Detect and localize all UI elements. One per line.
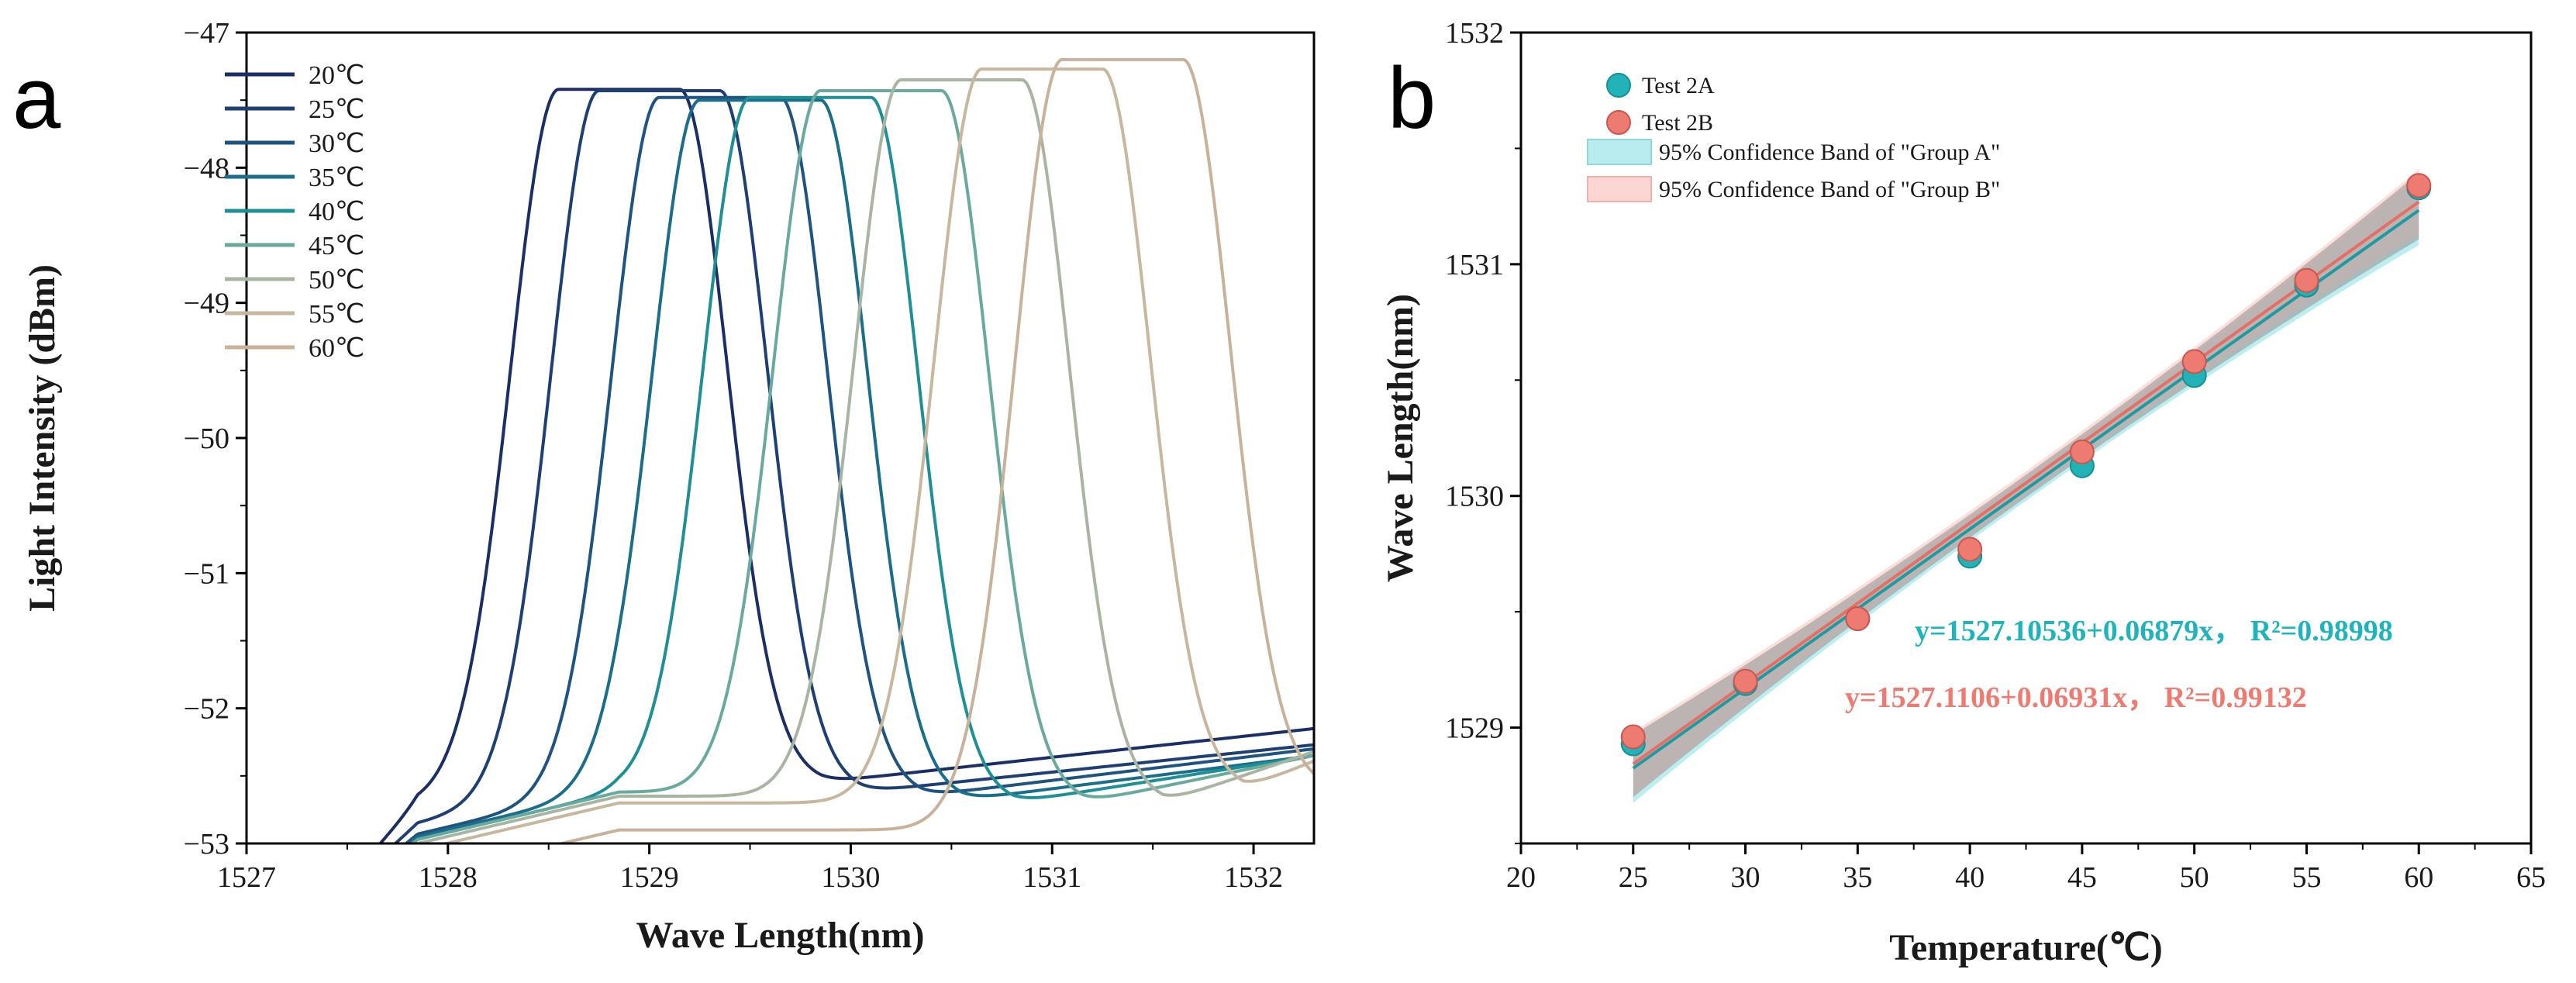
y-tick-label: −50 (184, 423, 229, 455)
x-tick-label: 55 (2292, 861, 2321, 894)
spectrum-curve-55c (440, 67, 1314, 843)
y-tick-label: −52 (184, 693, 229, 726)
panel-b-points (1620, 173, 2432, 757)
panel-a-curves (378, 57, 1314, 843)
legend-label: 50℃ (309, 266, 364, 295)
legend-label: 55℃ (309, 300, 364, 329)
y-tick-label: −49 (184, 288, 229, 320)
point-test-2b (2069, 439, 2095, 464)
x-tick-label: 50 (2180, 861, 2209, 894)
point-test-2b (1620, 724, 1646, 750)
panel-b-equation-b: y=1527.1106+0.06931x， R²=0.99132 (1845, 681, 2307, 714)
fit-line-a (1632, 209, 2420, 770)
legend-label: Test 2A (1642, 73, 1715, 98)
legend-label: 95% Confidence Band of "Group B" (1659, 177, 2000, 202)
confidence-band-overlap (1633, 173, 2419, 798)
x-tick-label: 1529 (620, 861, 679, 894)
x-tick-label: 1527 (217, 861, 276, 894)
panel-b-fit-lines (1632, 200, 2420, 770)
panel-b-chart: b 20 25 30 35 40 45 50 55 60 65 1529 1530 1531 1532 T… (1380, 17, 2546, 968)
legend-label: 35℃ (309, 164, 364, 192)
panel-b-x-axis-title: Temperature(℃) (1889, 927, 2163, 968)
panel-b-y-axis-title: Wave Length(nm) (1380, 294, 1421, 582)
x-tick-label: 20 (1506, 861, 1536, 894)
x-tick-label: 45 (2067, 861, 2097, 894)
panel-b-axes: 20 25 30 35 40 45 50 55 60 65 1529 1530 1531 1532 (1445, 17, 2546, 894)
spectrum-curve-50c (415, 78, 1314, 843)
x-tick-label: 25 (1619, 861, 1648, 894)
y-tick-label: 1530 (1445, 481, 1504, 513)
spectrum-curve-60c (554, 57, 1314, 843)
legend-label: 60℃ (309, 334, 364, 363)
panel-b-label: b (1388, 50, 1436, 147)
legend-band-swatch (1587, 176, 1652, 202)
spectrum-curve-20c (378, 88, 1314, 843)
spectrum-curve-30c (403, 95, 1314, 843)
y-tick-label: −53 (184, 828, 229, 861)
x-tick-label: 1528 (419, 861, 478, 894)
point-test-2b (1733, 668, 1758, 694)
legend-marker (1606, 110, 1631, 135)
fit-line-b (1632, 200, 2420, 766)
x-tick-label: 35 (1843, 861, 1872, 894)
panel-b-legend: Test 2A Test 2B 95% Confidence Band of "Gr… (1587, 73, 2000, 202)
legend-label: 30℃ (309, 129, 364, 158)
panel-a-y-axis-title: Light Intensity (dBm) (22, 264, 63, 612)
legend-label: 45℃ (309, 232, 364, 260)
point-test-2b (2294, 267, 2319, 293)
legend-band-swatch (1587, 139, 1652, 165)
x-tick-label: 60 (2404, 861, 2433, 894)
spectrum-curve-45c (409, 89, 1314, 843)
y-tick-label: −48 (184, 152, 229, 185)
panel-a-axes: 1527 1528 1529 1530 1531 1532 −53 −52 −51 −50 −49 −… (184, 17, 1283, 894)
panel-a-legend: 20℃ 25℃ 30℃ 35℃ 40℃ 45℃ 50℃ 55℃ 60℃ (225, 61, 364, 363)
y-tick-label: 1529 (1445, 712, 1504, 745)
point-test-2b (1845, 606, 1871, 632)
panel-a-plot-frame (245, 31, 1316, 845)
x-tick-label: 65 (2516, 861, 2546, 894)
legend-label: 95% Confidence Band of "Group A" (1659, 140, 2000, 165)
legend-label: 40℃ (309, 198, 364, 226)
point-test-2b (1957, 536, 1983, 562)
panel-b-equation-a: y=1527.10536+0.06879x， R²=0.98998 (1915, 615, 2393, 647)
y-tick-label: −47 (184, 17, 229, 50)
legend-label: 25℃ (309, 95, 364, 124)
legend-marker (1606, 73, 1631, 98)
spectrum-curve-35c (406, 98, 1314, 843)
panel-a-label: a (12, 50, 61, 147)
x-tick-label: 30 (1731, 861, 1760, 894)
x-tick-label: 1530 (821, 861, 880, 894)
x-tick-label: 40 (1955, 861, 1985, 894)
y-tick-label: −51 (184, 557, 229, 590)
point-test-2b (2406, 173, 2432, 198)
legend-label: Test 2B (1642, 110, 1713, 136)
legend-label: 20℃ (309, 61, 364, 90)
x-tick-label: 1531 (1022, 861, 1081, 894)
x-tick-label: 1532 (1224, 861, 1283, 894)
point-test-2b (2181, 349, 2207, 374)
panel-a-chart: a 1527 1528 1529 1530 1531 1532 −53 −52 −51 −50 −4… (12, 17, 1316, 956)
y-tick-label: 1532 (1445, 17, 1504, 50)
panel-a-x-axis-title: Wave Length(nm) (636, 915, 925, 956)
y-tick-label: 1531 (1445, 249, 1504, 281)
